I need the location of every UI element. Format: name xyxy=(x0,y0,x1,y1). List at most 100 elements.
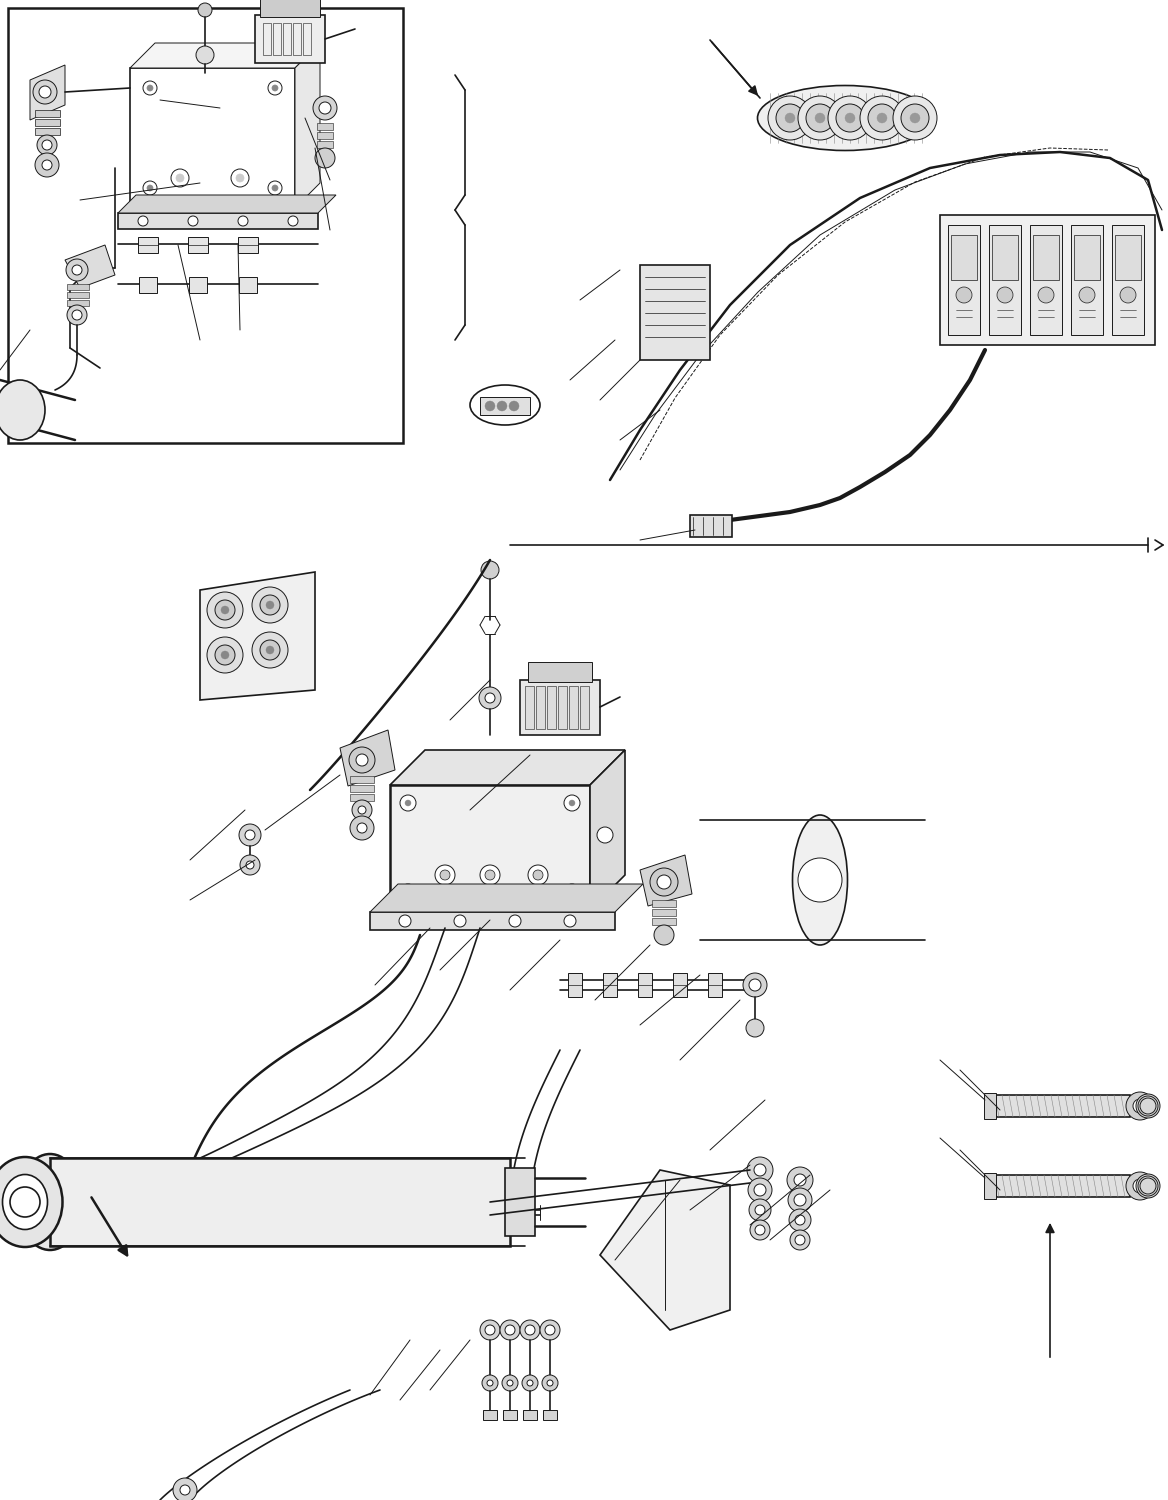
Circle shape xyxy=(485,693,495,703)
Bar xyxy=(523,1410,537,1420)
Bar xyxy=(238,237,258,254)
Bar xyxy=(138,237,158,254)
Bar xyxy=(1033,236,1059,280)
Circle shape xyxy=(357,824,367,833)
Bar xyxy=(951,236,976,280)
Circle shape xyxy=(522,1376,538,1390)
Bar xyxy=(543,1410,557,1420)
Circle shape xyxy=(260,596,280,615)
Circle shape xyxy=(1140,1098,1156,1114)
Bar xyxy=(638,974,652,998)
Circle shape xyxy=(1136,1094,1160,1118)
Bar xyxy=(569,686,578,729)
Circle shape xyxy=(479,687,501,709)
Circle shape xyxy=(910,112,920,123)
Bar xyxy=(317,123,333,130)
Circle shape xyxy=(272,184,278,190)
Circle shape xyxy=(147,184,153,190)
Circle shape xyxy=(1138,1096,1157,1116)
Circle shape xyxy=(654,926,674,945)
Circle shape xyxy=(540,1320,559,1340)
Circle shape xyxy=(349,747,375,772)
Circle shape xyxy=(527,1380,533,1386)
Circle shape xyxy=(597,827,613,843)
Polygon shape xyxy=(370,884,644,912)
Circle shape xyxy=(221,606,229,613)
Bar xyxy=(390,784,590,910)
Circle shape xyxy=(569,890,575,896)
Bar xyxy=(520,680,600,735)
Circle shape xyxy=(454,915,466,927)
Circle shape xyxy=(1126,1092,1154,1120)
Bar xyxy=(1075,236,1100,280)
Ellipse shape xyxy=(2,1174,48,1230)
Circle shape xyxy=(750,1220,770,1240)
Bar xyxy=(1030,225,1062,334)
Bar xyxy=(558,686,566,729)
Circle shape xyxy=(485,400,495,411)
Bar xyxy=(528,662,592,682)
Bar xyxy=(983,1173,996,1198)
Circle shape xyxy=(485,1324,495,1335)
Circle shape xyxy=(196,46,214,64)
Circle shape xyxy=(487,1380,493,1386)
Bar xyxy=(505,1168,535,1236)
Bar xyxy=(293,22,301,56)
Circle shape xyxy=(806,104,834,132)
Bar xyxy=(480,398,530,416)
Circle shape xyxy=(267,81,281,94)
Circle shape xyxy=(795,1234,805,1245)
Bar xyxy=(370,912,616,930)
Circle shape xyxy=(272,86,278,92)
Polygon shape xyxy=(118,195,336,213)
Circle shape xyxy=(215,600,235,619)
Circle shape xyxy=(176,174,185,182)
Circle shape xyxy=(749,1198,771,1221)
Circle shape xyxy=(267,182,281,195)
Circle shape xyxy=(1136,1174,1160,1198)
Circle shape xyxy=(860,96,904,140)
Circle shape xyxy=(564,915,576,927)
Bar xyxy=(708,974,722,998)
Polygon shape xyxy=(340,730,395,786)
Circle shape xyxy=(1079,286,1096,303)
Circle shape xyxy=(207,592,243,628)
Circle shape xyxy=(67,260,88,280)
Circle shape xyxy=(405,800,411,806)
Bar xyxy=(35,110,60,117)
Bar xyxy=(35,128,60,135)
Circle shape xyxy=(173,1478,197,1500)
Circle shape xyxy=(509,915,521,927)
Circle shape xyxy=(350,816,374,840)
Circle shape xyxy=(564,795,580,812)
Circle shape xyxy=(901,104,929,132)
Circle shape xyxy=(798,858,842,901)
Circle shape xyxy=(507,1380,513,1386)
Bar xyxy=(536,686,545,729)
Circle shape xyxy=(246,861,253,868)
Circle shape xyxy=(1133,1100,1147,1113)
Circle shape xyxy=(67,304,86,326)
Bar xyxy=(547,686,556,729)
Bar xyxy=(503,1410,517,1420)
Circle shape xyxy=(755,1164,766,1176)
Bar xyxy=(303,22,311,56)
Circle shape xyxy=(1126,1172,1154,1200)
Circle shape xyxy=(755,1204,765,1215)
Circle shape xyxy=(238,216,248,226)
Bar xyxy=(992,236,1018,280)
Circle shape xyxy=(72,266,82,274)
Bar xyxy=(239,278,257,292)
Circle shape xyxy=(794,1174,806,1186)
Circle shape xyxy=(39,86,51,98)
Circle shape xyxy=(785,112,795,123)
Circle shape xyxy=(509,400,519,411)
Circle shape xyxy=(877,112,887,123)
Circle shape xyxy=(794,1194,806,1206)
Circle shape xyxy=(524,1324,535,1335)
Circle shape xyxy=(313,96,338,120)
Bar xyxy=(1115,236,1141,280)
Circle shape xyxy=(11,1186,40,1216)
Bar xyxy=(118,213,318,230)
Circle shape xyxy=(755,1226,765,1234)
